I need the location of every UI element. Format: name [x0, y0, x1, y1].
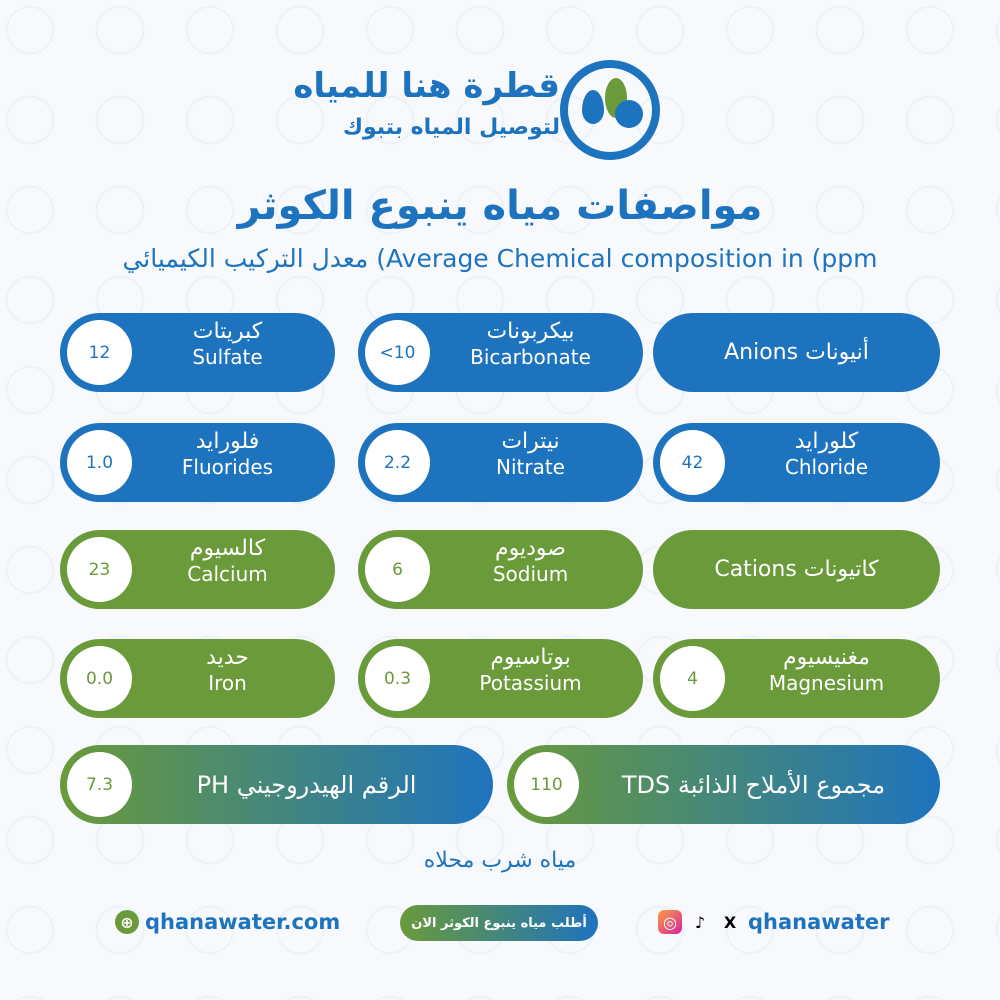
brand-name: قطرة هنا للمياه	[293, 66, 560, 106]
value-circle: 12	[67, 320, 132, 385]
item-ph: 7.3 الرقم الهيدروجيني PH	[60, 745, 493, 824]
value-circle: 7.3	[67, 752, 132, 817]
x-icon[interactable]: X	[723, 912, 737, 932]
item-chloride: 42 كلورايد Chloride	[653, 423, 940, 502]
item-calcium: 23 كالسيوم Calcium	[60, 530, 335, 609]
value-circle: 23	[67, 537, 132, 602]
value-circle: 2.2	[365, 430, 430, 495]
value-circle: 0.3	[365, 646, 430, 711]
item-tds: 110 مجموع الأملاح الذائبة TDS	[507, 745, 940, 824]
cations-header: كاتيونات Cations	[653, 530, 940, 609]
tiktok-icon[interactable]: ♪	[694, 912, 706, 932]
value-circle: 0.0	[67, 646, 132, 711]
item-potassium: 0.3 بوتاسيوم Potassium	[358, 639, 643, 718]
order-button[interactable]: أطلب مياه ينبوع الكوثر الان	[400, 905, 598, 941]
logo-drop	[582, 90, 604, 124]
drinking-water-tagline: مياه شرب محلاه	[423, 848, 577, 873]
page-title: مواصفات مياه ينبوع الكوثر	[237, 183, 763, 229]
item-magnesium: 4 مغنيسيوم Magnesium	[653, 639, 940, 718]
item-bicarbonate: <10 بيكربونات Bicarbonate	[358, 313, 643, 392]
value-circle: 110	[514, 752, 579, 817]
brand-tagline: لتوصيل المياه بتبوك	[342, 115, 560, 140]
item-iron: 0.0 حديد Iron	[60, 639, 335, 718]
item-sulfate: 12 كبريتات Sulfate	[60, 313, 335, 392]
logo-drop	[615, 100, 643, 128]
item-fluorides: 1.0 فلورايد Fluorides	[60, 423, 335, 502]
logo-icon	[560, 60, 660, 160]
value-circle: 6	[365, 537, 430, 602]
value-circle: 1.0	[67, 430, 132, 495]
social-links: ◎ ♪ X qhanawater	[658, 910, 889, 934]
website[interactable]: ⊕ qhanawater.com	[115, 910, 340, 934]
globe-icon: ⊕	[115, 910, 139, 934]
item-sodium: 6 صوديوم Sodium	[358, 530, 643, 609]
instagram-icon[interactable]: ◎	[658, 910, 682, 934]
page-subtitle: معدل التركيب الكيميائي (Average Chemical…	[122, 244, 878, 273]
anions-header: أنيونات Anions	[653, 313, 940, 392]
value-circle: 42	[660, 430, 725, 495]
value-circle: 4	[660, 646, 725, 711]
value-circle: <10	[365, 320, 430, 385]
item-nitrate: 2.2 نيترات Nitrate	[358, 423, 643, 502]
